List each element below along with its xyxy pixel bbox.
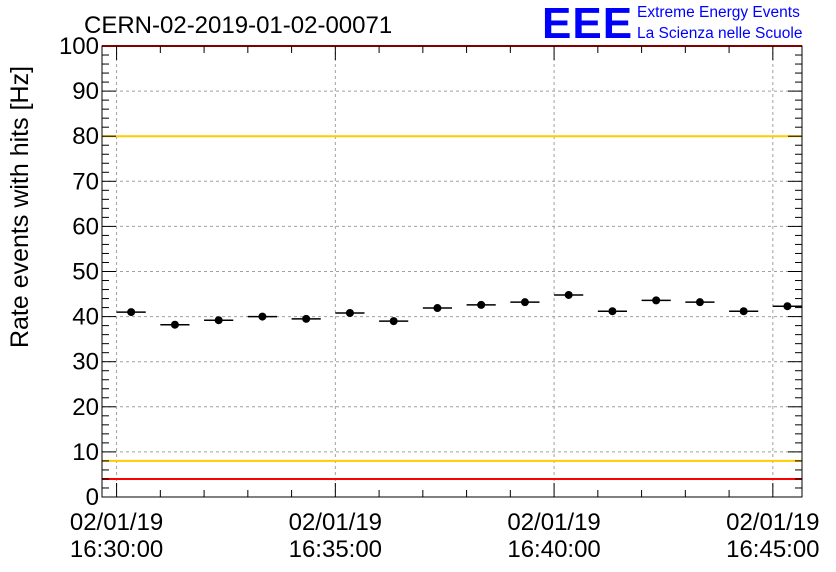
x-tick-label-time: 16:30:00 xyxy=(70,536,163,563)
eee-logo-line1: Extreme Energy Events xyxy=(637,4,800,21)
y-tick-label: 40 xyxy=(72,304,99,331)
y-tick-label: 70 xyxy=(72,168,99,195)
data-point xyxy=(652,296,661,305)
x-tick-label-time: 16:35:00 xyxy=(289,536,382,563)
data-point xyxy=(520,298,529,307)
reference-lines xyxy=(102,45,802,480)
data-point xyxy=(608,307,617,316)
data-point xyxy=(302,314,311,323)
grid-lines xyxy=(102,46,802,497)
x-tick-label-time: 16:40:00 xyxy=(507,536,600,563)
x-tick-label-date: 02/01/19 xyxy=(289,509,382,536)
y-tick-label: 80 xyxy=(72,123,99,150)
data-point xyxy=(783,302,792,311)
run-title: CERN-02-2019-01-02-00071 xyxy=(84,12,392,39)
data-point xyxy=(695,298,704,307)
data-point xyxy=(564,290,573,299)
eee-logo-mark: EEE xyxy=(542,0,633,48)
eee-logo: EEE Extreme Energy Events La Scienza nel… xyxy=(542,0,802,48)
tick-labels: 010203040506070809010002/01/1916:30:0002… xyxy=(59,33,820,563)
y-tick-label: 90 xyxy=(72,78,99,105)
y-tick-label: 50 xyxy=(72,259,99,286)
x-tick-label-date: 02/01/19 xyxy=(70,509,163,536)
y-tick-label: 10 xyxy=(72,439,99,466)
data-point xyxy=(127,308,136,317)
data-point xyxy=(389,317,398,326)
data-point xyxy=(739,307,748,316)
data-points xyxy=(116,290,802,329)
x-tick-label-date: 02/01/19 xyxy=(726,509,819,536)
axes xyxy=(101,45,803,498)
data-point xyxy=(345,308,354,317)
x-tick-label-time: 16:45:00 xyxy=(726,536,819,563)
y-tick-label: 20 xyxy=(72,394,99,421)
eee-logo-line2: La Scienza nelle Scuole xyxy=(637,25,802,42)
data-point xyxy=(477,300,486,309)
y-tick-label: 100 xyxy=(59,33,99,60)
y-axis-title: Rate events with hits [Hz] xyxy=(6,66,34,348)
data-point xyxy=(170,320,179,329)
data-point xyxy=(214,316,223,325)
data-point xyxy=(258,312,267,321)
x-tick-label-date: 02/01/19 xyxy=(507,509,600,536)
y-tick-label: 60 xyxy=(72,213,99,240)
data-point xyxy=(433,304,442,313)
y-tick-label: 0 xyxy=(86,484,99,511)
y-tick-label: 30 xyxy=(72,349,99,376)
